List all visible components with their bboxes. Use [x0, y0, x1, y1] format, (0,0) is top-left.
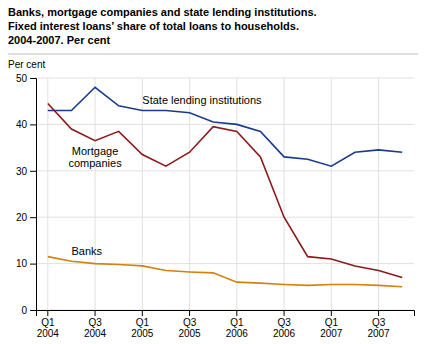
grid-line-x: [236, 78, 237, 310]
x-tick-label-line: 2006: [226, 328, 249, 339]
series-line: [48, 257, 402, 287]
x-tick-mark: [142, 310, 143, 316]
y-tick: 50: [16, 73, 36, 84]
y-tick-label: 10: [16, 258, 28, 269]
x-tick-label-line: 2005: [131, 328, 154, 339]
y-axis: 0 10 20 30 40 50: [16, 73, 37, 316]
grid-line-y: [36, 124, 414, 125]
line-label-line: State lending institutions: [142, 94, 262, 106]
x-tick-label: Q12004: [37, 317, 60, 339]
y-tick-mark: [30, 78, 36, 79]
line-labels: State lending institutions Mortgagecompan…: [68, 94, 262, 257]
y-tick-label: 20: [16, 212, 28, 223]
y-tick: 20: [16, 212, 36, 223]
y-tick-mark: [30, 217, 36, 218]
grid-line-y: [36, 78, 414, 79]
line-label-line: Banks: [71, 245, 102, 257]
title: Banks, mortgage companies and state lend…: [8, 6, 317, 46]
y-tick-label: 40: [16, 119, 28, 130]
y-tick-mark: [30, 171, 36, 172]
x-tick-label-line: Q3: [372, 317, 386, 328]
x-tick-label-line: 2004: [84, 328, 107, 339]
x-tick-label-line: Q3: [88, 317, 102, 328]
y-axis-line: [30, 79, 37, 311]
y-tick-label: 0: [21, 305, 27, 316]
line-label: Banks: [71, 245, 102, 257]
line-label-line: Mortgage: [72, 145, 118, 157]
x-tick-label: Q32006: [273, 317, 296, 339]
x-tick-label-line: Q1: [325, 317, 339, 328]
separator: [8, 54, 418, 55]
y-tick: 10: [16, 258, 36, 269]
y-tick-label: 50: [16, 73, 28, 84]
y-axis-title: Per cent: [8, 59, 45, 70]
title-line: Banks, mortgage companies and state lend…: [8, 6, 317, 18]
grid-line-y: [36, 170, 414, 171]
series-line: [48, 104, 402, 278]
x-tick-label: Q12005: [131, 317, 154, 339]
x-tick: Q12006: [226, 310, 249, 339]
grid-line-x: [95, 78, 96, 310]
grid-line-x: [284, 78, 285, 310]
y-tick: 40: [16, 119, 36, 130]
line-label-line: companies: [68, 157, 122, 169]
y-tick: 0: [21, 305, 36, 316]
title-line: Fixed interest loans’ share of total loa…: [8, 20, 299, 32]
plot: 01020304050Q12004Q32004Q12005Q32005Q1200…: [16, 73, 415, 339]
chart: Banks, mortgage companies and state lend…: [0, 0, 426, 344]
x-tick-mark: [95, 310, 96, 316]
x-tick: Q32005: [178, 310, 201, 339]
series-line: [48, 87, 402, 166]
x-tick-mark: [331, 310, 332, 316]
lines: [48, 87, 402, 287]
x-tick: Q32004: [84, 310, 107, 339]
x-tick-mark: [284, 310, 285, 316]
line-label: Mortgagecompanies: [68, 145, 122, 169]
grid-line-x: [47, 78, 48, 310]
x-tick-label-line: Q1: [230, 317, 244, 328]
x-tick-label: Q32005: [178, 317, 201, 339]
x-tick: Q32007: [367, 310, 390, 339]
x-tick-label-line: 2004: [37, 328, 60, 339]
x-tick-label-line: Q1: [41, 317, 55, 328]
x-tick-mark: [378, 310, 379, 316]
x-tick-mark: [47, 310, 48, 316]
x-tick-label: Q12007: [320, 317, 343, 339]
grid-line-x: [331, 78, 332, 310]
x-tick-label-line: Q3: [183, 317, 197, 328]
x-tick-mark: [236, 310, 237, 316]
y-tick-label: 30: [16, 166, 28, 177]
x-tick-label-line: 2005: [178, 328, 201, 339]
grid: [36, 78, 414, 310]
y-tick-mark: [30, 124, 36, 125]
x-tick: Q12004: [37, 310, 60, 339]
y-tick-mark: [30, 264, 36, 265]
y-tick-mark: [30, 310, 36, 311]
x-tick-label-line: 2006: [273, 328, 296, 339]
x-tick-label: Q32007: [367, 317, 390, 339]
x-tick-label: Q12006: [226, 317, 249, 339]
title-line: 2004-2007. Per cent: [8, 34, 110, 46]
x-tick-label-line: Q1: [136, 317, 150, 328]
x-tick-label: Q32004: [84, 317, 107, 339]
x-axis: Q12004Q32004Q12005Q32005Q12006Q32006Q120…: [37, 310, 415, 339]
grid-line-y: [36, 217, 414, 218]
x-axis-line: [37, 311, 415, 317]
x-tick-mark: [189, 310, 190, 316]
y-tick: 30: [16, 166, 36, 177]
line-label: State lending institutions: [142, 94, 262, 106]
x-tick-label-line: 2007: [320, 328, 343, 339]
x-tick: Q12005: [131, 310, 154, 339]
x-tick-label-line: Q3: [277, 317, 291, 328]
x-tick-label-line: 2007: [367, 328, 390, 339]
x-tick: Q32006: [273, 310, 296, 339]
x-tick: Q12007: [320, 310, 343, 339]
grid-line-x: [142, 78, 143, 310]
grid-line-x: [378, 78, 379, 310]
